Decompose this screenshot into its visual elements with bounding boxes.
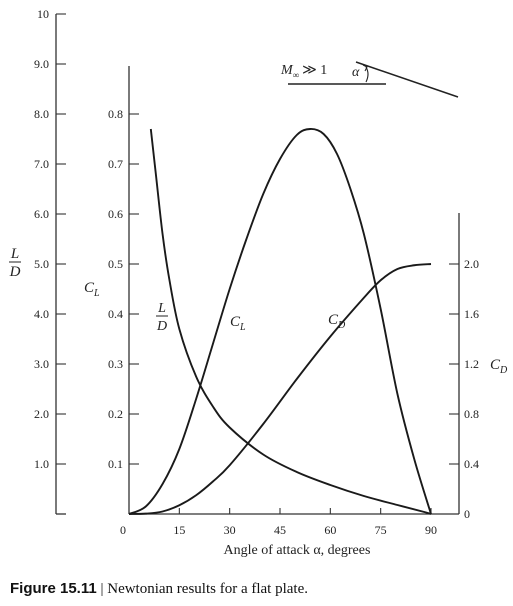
cd-tick-label: 2.0 <box>464 257 479 271</box>
ld-tick-label: 9.0 <box>34 57 49 71</box>
cl-axis-title-sub: L <box>93 288 100 299</box>
cd-tick-label: 1.6 <box>464 307 479 321</box>
cl-tick-label: 0.2 <box>108 407 123 421</box>
series-label-cl-sub: L <box>239 322 246 333</box>
ld-tick-label: 1.0 <box>34 457 49 471</box>
inset-mach-relation: ≫ 1 <box>302 63 327 78</box>
series-curves <box>128 128 432 515</box>
cl-axis-ticks: 0.1 0.2 0.3 0.4 0.5 0.6 0.7 0.8 <box>108 107 139 471</box>
series-label-ld-num: L <box>157 301 166 316</box>
series-label-ld: L D <box>156 301 168 334</box>
cd-tick-label: 0.8 <box>464 407 479 421</box>
cl-tick-label: 0.8 <box>108 107 123 121</box>
caption-text: Newtonian results for a flat plate. <box>107 581 308 597</box>
cl-axis-title-main: C <box>84 280 95 296</box>
x-axis-title: Angle of attack α, degrees <box>224 543 371 558</box>
ld-tick-label: 6.0 <box>34 207 49 221</box>
cl-tick-label: 0.3 <box>108 357 123 371</box>
x-axis-ticks: 0 15 30 45 60 75 90 <box>120 508 437 537</box>
cl-tick-label: 0.1 <box>108 457 123 471</box>
ld-axis-title: L D <box>9 246 21 280</box>
cl-axis-title: CL <box>84 280 100 299</box>
series-label-cd: CD <box>328 312 346 331</box>
x-tick-label: 60 <box>324 523 336 537</box>
ld-tick-label: 3.0 <box>34 357 49 371</box>
series-label-ld-den: D <box>156 319 167 334</box>
x-tick-label: 45 <box>274 523 286 537</box>
ld-tick-label: 4.0 <box>34 307 49 321</box>
inset-mach-main: M <box>280 63 294 78</box>
x-tick-label: 15 <box>173 523 185 537</box>
figure-caption: Figure 15.11 | Newtonian results for a f… <box>10 580 308 598</box>
cl-tick-label: 0.4 <box>108 307 123 321</box>
x-tick-label: 30 <box>224 523 236 537</box>
x-tick-label: 0 <box>120 523 126 537</box>
series-label-cd-sub: D <box>337 320 346 331</box>
inset-angle-label: α <box>352 65 360 80</box>
inset-angle-arrow <box>362 64 368 72</box>
cd-axis-title-sub: D <box>499 365 508 376</box>
cl-tick-label: 0.6 <box>108 207 123 221</box>
ld-axis-ticks: 1.0 2.0 3.0 4.0 5.0 6.0 7.0 8.0 9.0 10 <box>34 7 66 471</box>
ld-tick-label: 10 <box>37 7 49 21</box>
cd-tick-label: 0 <box>464 507 470 521</box>
ld-tick-label: 7.0 <box>34 157 49 171</box>
x-tick-label: 90 <box>425 523 437 537</box>
cd-tick-label: 1.2 <box>464 357 479 371</box>
cl-tick-label: 0.7 <box>108 157 123 171</box>
ld-tick-label: 5.0 <box>34 257 49 271</box>
inset-mach-label: M∞ ≫ 1 <box>280 63 327 80</box>
ld-axis-title-num: L <box>10 246 19 262</box>
figure-number: Figure 15.11 <box>10 580 97 597</box>
cl-tick-label: 0.5 <box>108 257 123 271</box>
series-line-cl <box>128 128 432 515</box>
series-label-cd-main: C <box>328 312 339 328</box>
x-tick-label: 75 <box>375 523 387 537</box>
cd-axis-title-main: C <box>490 357 501 373</box>
ld-tick-label: 8.0 <box>34 107 49 121</box>
cd-axis-ticks: 0 0.4 0.8 1.2 1.6 2.0 <box>449 257 479 521</box>
ld-tick-label: 2.0 <box>34 407 49 421</box>
series-label-cl: CL <box>230 314 246 333</box>
cd-tick-label: 0.4 <box>464 457 479 471</box>
series-label-cl-main: C <box>230 314 241 330</box>
inset-mach-sub: ∞ <box>293 70 299 80</box>
series-line-ld <box>149 128 432 515</box>
ld-axis-title-den: D <box>9 264 21 280</box>
inset-flow-diagram: M∞ ≫ 1 α <box>280 61 459 98</box>
cd-axis-title: CD <box>490 357 508 376</box>
series-line-cd <box>128 263 432 515</box>
caption-separator: | <box>100 581 104 597</box>
inset-plate-line <box>355 61 459 98</box>
